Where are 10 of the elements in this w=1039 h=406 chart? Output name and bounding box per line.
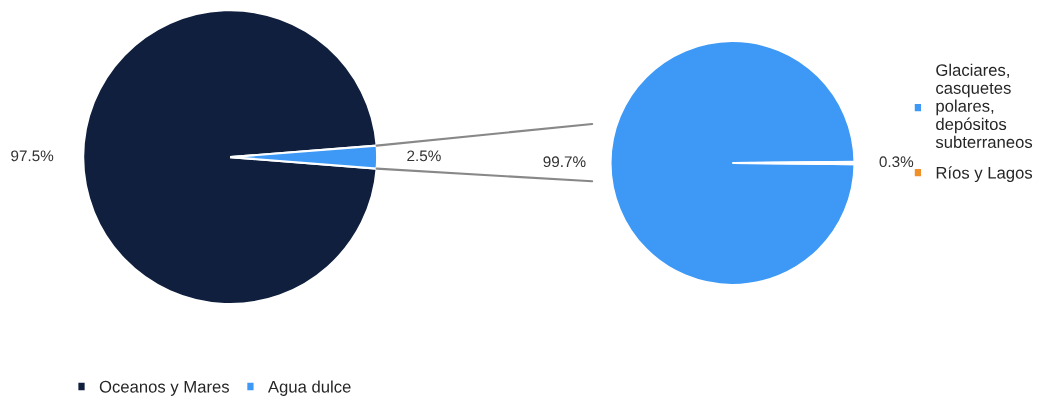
legend-label: Oceanos y Mares [99,380,230,396]
pie-slice [609,39,856,287]
data-label: 97.5% [11,150,54,162]
pie-slice [82,9,378,306]
legend-label: Glaciares, casquetes polares, depósitos subterraneos [935,63,1033,148]
data-label: 0.3% [879,156,914,168]
legend-label: Ríos y Lagos [936,166,1033,183]
data-label: 2.5% [407,150,441,162]
legend-label: Agua dulce [267,380,351,396]
data-label: 99.7% [543,156,586,168]
